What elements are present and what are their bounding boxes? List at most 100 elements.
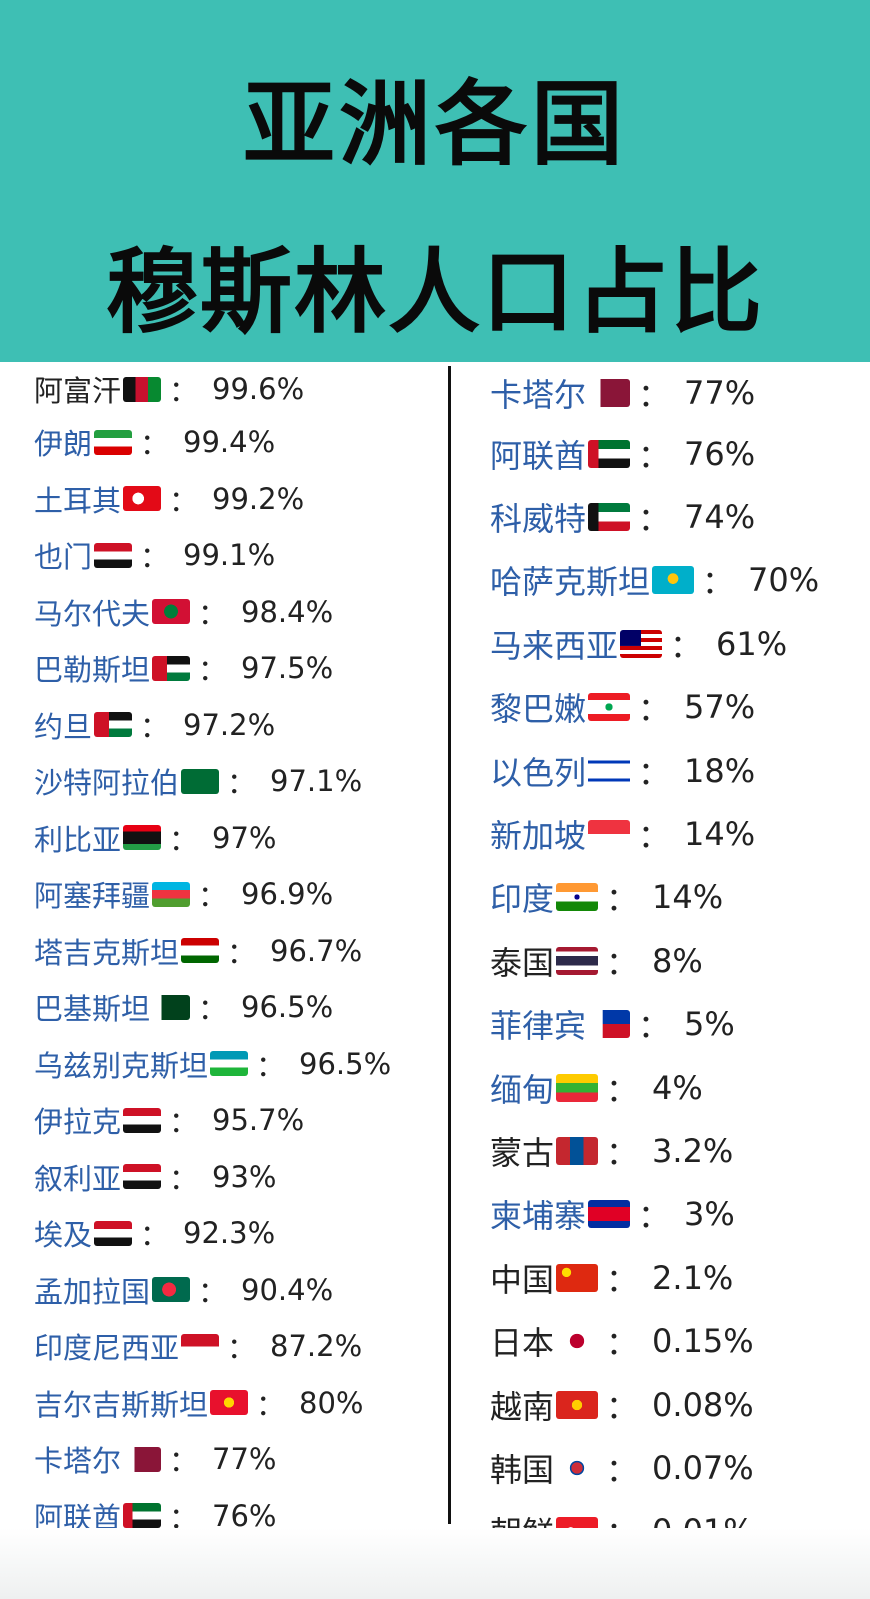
country-row: 日本 ： 0.15%: [490, 1309, 819, 1372]
muslim-percentage: 99.4%: [183, 425, 276, 460]
muslim-percentage: 3.2%: [652, 1131, 734, 1170]
iraq-flag-icon: [123, 1107, 162, 1133]
country-name: 马来西亚: [490, 626, 619, 665]
country-name: 乌兹别克斯坦: [34, 1048, 209, 1083]
left-country-list: 阿富汗 ： 99.6% 伊朗 ： 99.4% 土耳其 ： 99.2% 也门 ： 99.1% 马尔代夫 ： 9…: [34, 364, 391, 1544]
country-row: 叙利亚 ： 93%: [34, 1149, 391, 1206]
separator: ：: [169, 483, 199, 518]
country-row: 阿联酋： 76%: [34, 1488, 391, 1545]
separator: ：: [606, 1450, 639, 1489]
title-line-2: 穆斯林人口占比: [105, 239, 764, 346]
country-row: 黎巴嫩 ： 57%: [490, 676, 819, 739]
muslim-percentage: 77%: [684, 374, 756, 412]
separator: ：: [140, 427, 170, 462]
country-row: 中国 ： 2.1%: [490, 1246, 819, 1309]
indonesia-flag-icon: [181, 1333, 220, 1359]
israel-flag-icon: [588, 756, 631, 785]
muslim-percentage: 14%: [652, 878, 724, 917]
country-row: 阿富汗 ： 99.6%: [34, 364, 391, 414]
country-row: 也门 ： 99.1%: [34, 527, 391, 584]
country-row: 缅甸 ： 4%: [490, 1056, 819, 1119]
muslim-percentage: 90.4%: [241, 1272, 334, 1307]
separator: ：: [638, 1007, 671, 1046]
muslim-percentage: 87.2%: [270, 1329, 363, 1364]
separator: ：: [198, 653, 228, 688]
separator: ：: [256, 1387, 286, 1422]
country-row: 塔吉克斯坦 ： 96.7%: [34, 923, 391, 980]
myanmar-flag-icon: [556, 1073, 599, 1102]
separator: ：: [227, 1331, 257, 1366]
country-row: 沙特阿拉伯 ： 97.1%: [34, 753, 391, 810]
muslim-percentage: 80%: [299, 1385, 364, 1420]
muslim-percentage: 8%: [652, 941, 703, 980]
muslim-percentage: 3%: [684, 1195, 735, 1234]
india-flag-icon: [556, 883, 599, 912]
country-name: 约旦: [34, 709, 93, 744]
libya-flag-icon: [123, 825, 162, 851]
muslim-percentage: 5%: [684, 1005, 735, 1044]
country-name: 巴基斯坦: [34, 992, 151, 1027]
singapore-flag-icon: [588, 820, 631, 849]
separator: ：: [606, 1260, 639, 1299]
muslim-percentage: 77%: [212, 1442, 277, 1477]
vietnam-flag-icon: [556, 1390, 599, 1419]
separator: ：: [169, 1161, 199, 1196]
turkey-flag-icon: [123, 486, 162, 512]
country-row: 约旦 ： 97.2%: [34, 697, 391, 754]
bottom-fade: [0, 1528, 870, 1599]
separator: ：: [638, 753, 671, 792]
country-name: 日本: [490, 1324, 555, 1363]
country-row: 印度尼西亚 ： 87.2%: [34, 1318, 391, 1375]
muslim-percentage: 0.07%: [652, 1448, 754, 1487]
japan-flag-icon: [556, 1327, 599, 1356]
country-row: 越南 ： 0.08%: [490, 1373, 819, 1436]
jordan-flag-icon: [94, 712, 133, 738]
country-name: 印度尼西亚: [34, 1331, 180, 1366]
country-row: 卡塔尔 ： 77%: [490, 364, 819, 422]
muslim-percentage: 99.2%: [212, 481, 305, 516]
egypt-flag-icon: [94, 1220, 133, 1246]
separator: ：: [198, 879, 228, 914]
country-name: 哈萨克斯坦: [490, 563, 651, 602]
country-row: 伊拉克 ： 95.7%: [34, 1092, 391, 1149]
china-flag-icon: [556, 1263, 599, 1292]
separator: ：: [227, 935, 257, 970]
separator: ：: [638, 500, 671, 539]
muslim-percentage: 99.6%: [212, 372, 305, 406]
muslim-percentage: 93%: [212, 1159, 277, 1194]
muslim-percentage: 57%: [684, 688, 756, 727]
country-row: 以色列 ： 18%: [490, 739, 819, 802]
separator: ：: [198, 1274, 228, 1309]
country-row: 印度 ： 14%: [490, 866, 819, 929]
uae-flag-icon: [123, 1503, 162, 1529]
country-name: 塔吉克斯坦: [34, 935, 180, 970]
muslim-percentage: 97.5%: [241, 651, 334, 686]
separator: ：: [638, 1197, 671, 1236]
country-name: 埃及: [34, 1218, 93, 1253]
separator: ：: [169, 374, 199, 408]
muslim-percentage: 98.4%: [241, 594, 334, 629]
country-name: 柬埔寨: [490, 1197, 587, 1236]
country-row: 哈萨克斯坦 ： 70%: [490, 549, 819, 612]
azerbaijan-flag-icon: [152, 881, 191, 907]
country-name: 科威特: [490, 500, 587, 539]
country-row: 阿联酋： 76%: [490, 422, 819, 485]
qatar-flag-icon: [588, 379, 631, 407]
separator: ：: [638, 690, 671, 729]
muslim-percentage: 96.7%: [270, 933, 363, 968]
muslim-percentage: 14%: [684, 815, 756, 854]
country-row: 蒙古 ： 3.2%: [490, 1119, 819, 1182]
title-line-1: 亚洲各国: [242, 71, 627, 178]
separator: ：: [702, 563, 735, 602]
country-row: 韩国 ： 0.07%: [490, 1436, 819, 1499]
muslim-percentage: 92.3%: [183, 1216, 276, 1251]
muslim-percentage: 99.1%: [183, 538, 276, 573]
title-banner: 亚洲各国 穆斯林人口占比: [0, 0, 870, 362]
separator: ：: [638, 817, 671, 856]
thailand-flag-icon: [556, 946, 599, 975]
country-row: 巴勒斯坦 ： 97.5%: [34, 640, 391, 697]
muslim-percentage: 70%: [748, 561, 820, 600]
separator: ：: [606, 1387, 639, 1426]
country-name: 印度: [490, 880, 555, 919]
country-name: 沙特阿拉伯: [34, 766, 180, 801]
